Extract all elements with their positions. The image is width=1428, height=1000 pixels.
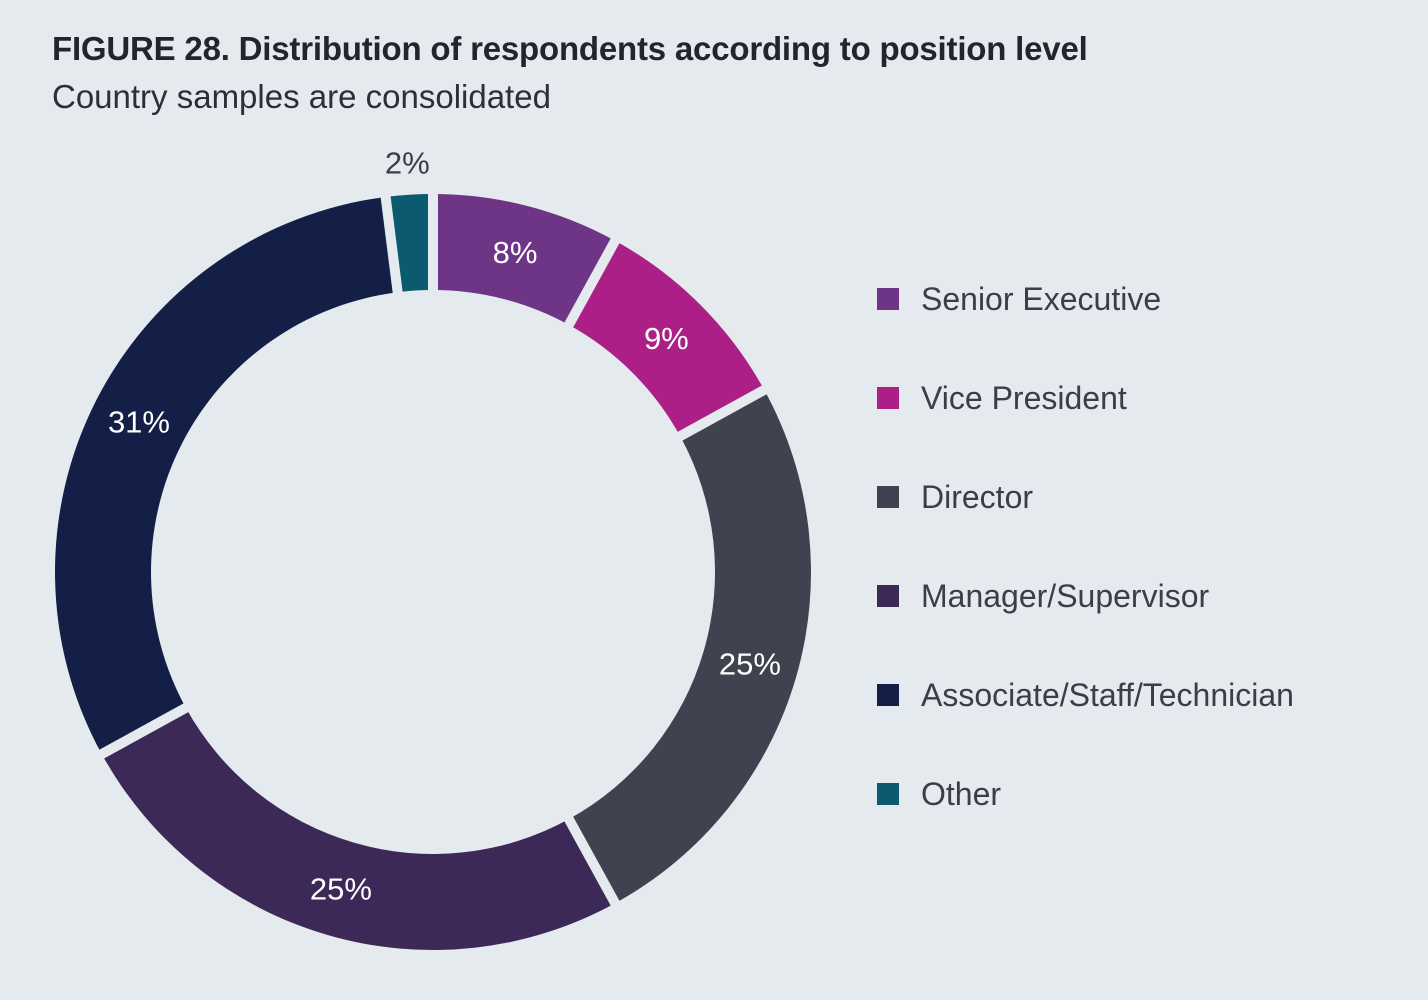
- legend-swatch-manager-supervisor: [877, 585, 899, 607]
- legend-label-associate-staff-technician: Associate/Staff/Technician: [921, 676, 1294, 713]
- legend-item-associate-staff-technician: Associate/Staff/Technician: [877, 674, 1417, 716]
- legend-label-vice-president: Vice President: [921, 379, 1127, 416]
- legend-label-senior-executive: Senior Executive: [921, 280, 1162, 317]
- legend-swatch-director: [877, 486, 899, 508]
- legend-swatch-associate-staff-technician: [877, 684, 899, 706]
- donut-chart: 8% 9% 25% 25% 31% 2%: [54, 145, 811, 950]
- data-label-senior-executive: 8%: [493, 235, 538, 270]
- legend-label-other: Other: [921, 775, 1002, 812]
- slice-associate-staff-technician: [54, 196, 398, 755]
- chart-subtitle: Country samples are consolidated: [52, 78, 551, 115]
- data-label-director: 25%: [719, 647, 781, 682]
- slice-separator: [380, 192, 404, 297]
- slice-separator: [95, 701, 192, 761]
- slice-separator: [674, 383, 771, 443]
- legend-item-director: Director: [877, 476, 1417, 518]
- legend-item-senior-executive: Senior Executive: [877, 278, 1417, 320]
- chart-legend: Senior Executive Vice President Director…: [877, 278, 1417, 872]
- slice-separator: [562, 813, 622, 910]
- legend-swatch-other: [877, 783, 899, 805]
- data-label-manager-supervisor: 25%: [310, 871, 372, 906]
- legend-item-vice-president: Vice President: [877, 377, 1417, 419]
- chart-title: FIGURE 28. Distribution of respondents a…: [52, 30, 1088, 67]
- data-label-associate-staff-technician: 31%: [108, 405, 170, 440]
- slice-director: [568, 389, 811, 904]
- legend-label-manager-supervisor: Manager/Supervisor: [921, 577, 1210, 614]
- data-label-vice-president: 9%: [644, 321, 689, 356]
- slice-separator: [562, 234, 622, 331]
- legend-label-director: Director: [921, 478, 1034, 515]
- slice-senior-executive: [433, 194, 616, 325]
- data-label-other: 2%: [385, 145, 430, 180]
- legend-item-other: Other: [877, 773, 1417, 815]
- legend-item-manager-supervisor: Manager/Supervisor: [877, 575, 1417, 617]
- slice-vice-president: [568, 240, 765, 437]
- legend-swatch-senior-executive: [877, 288, 899, 310]
- legend-swatch-vice-president: [877, 387, 899, 409]
- slice-manager-supervisor: [101, 707, 616, 950]
